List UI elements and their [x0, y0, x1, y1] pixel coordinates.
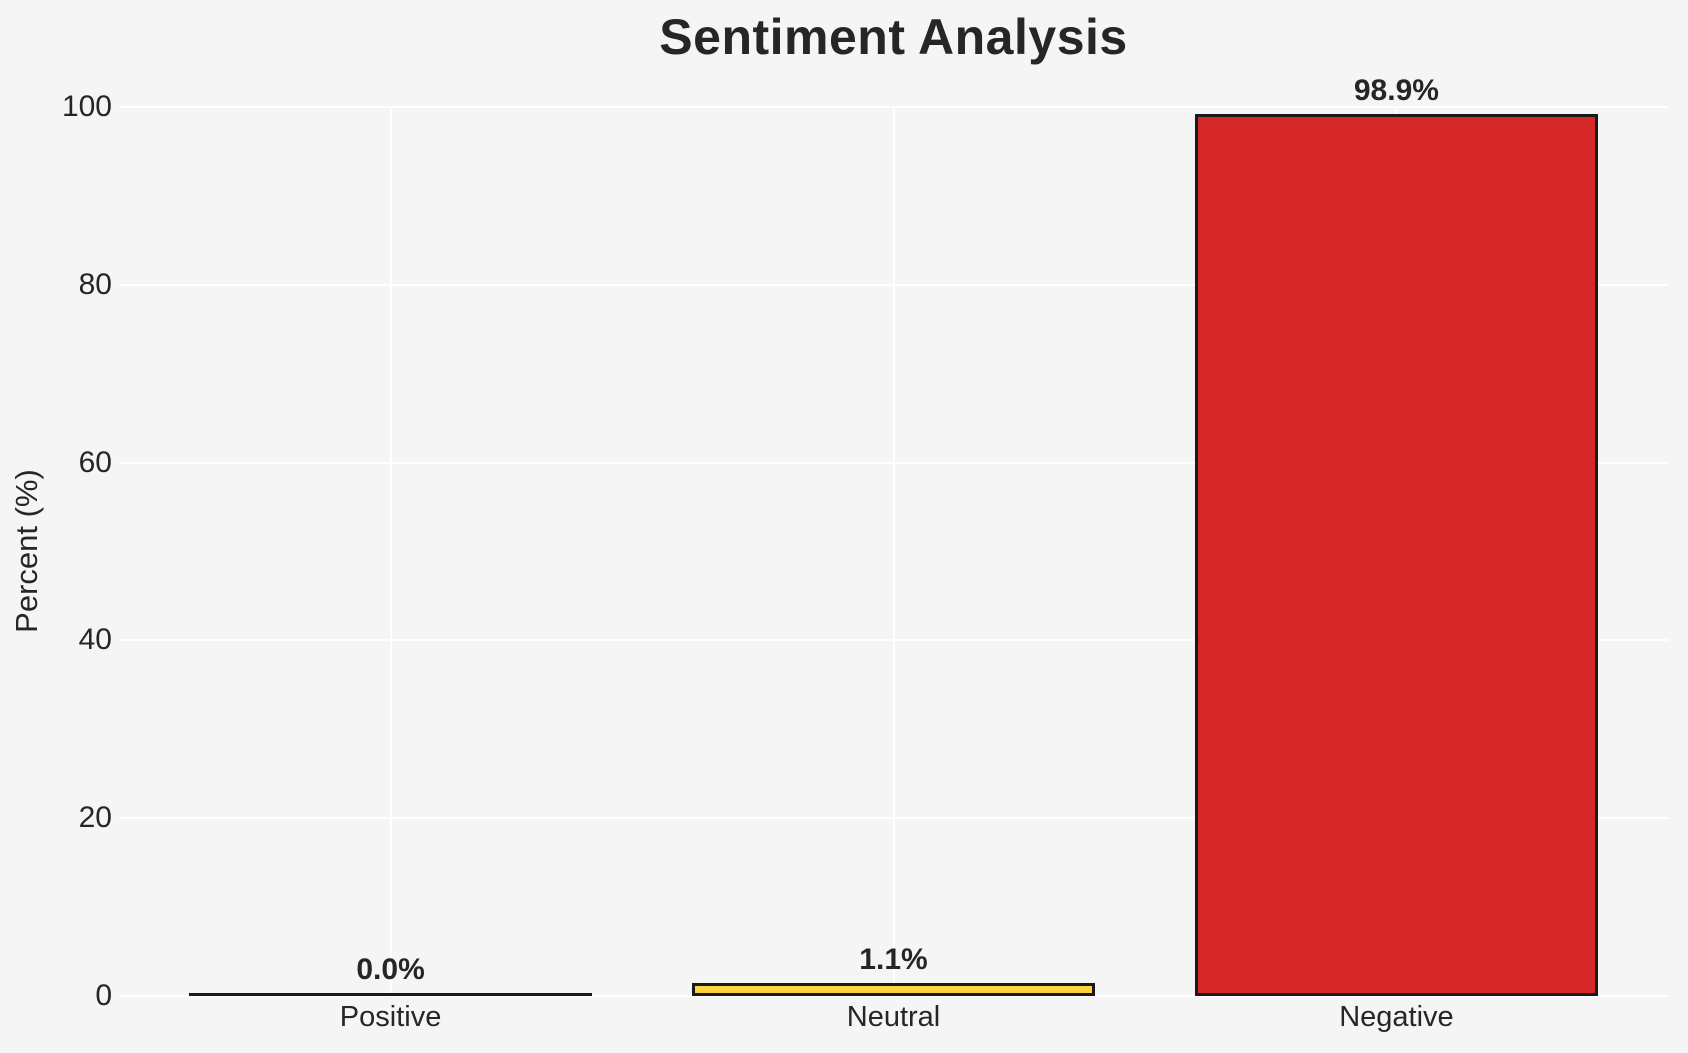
y-tick-label: 80	[78, 267, 112, 301]
bar-positive	[189, 993, 592, 996]
y-tick-label: 60	[78, 445, 112, 479]
y-tick-label: 100	[61, 90, 112, 123]
bar-negative	[1195, 114, 1598, 996]
x-gridline	[389, 107, 392, 996]
y-gridline	[119, 995, 1668, 997]
bar-neutral	[692, 983, 1095, 996]
chart-title: Sentiment Analysis	[659, 9, 1128, 65]
value-label-neutral: 1.1%	[859, 943, 928, 976]
value-label-negative: 98.9%	[1353, 74, 1439, 107]
x-tick-label-neutral: Neutral	[846, 1001, 941, 1033]
y-tick-label: 40	[78, 623, 112, 657]
x-tick-label-positive: Positive	[339, 1001, 442, 1033]
value-label-positive: 0.0%	[356, 953, 425, 986]
y-tick-label: 20	[78, 801, 112, 835]
y-axis-label: Percent (%)	[9, 469, 44, 633]
y-tick-label: 0	[95, 979, 112, 1012]
x-tick-label-negative: Negative	[1339, 1001, 1454, 1033]
x-gridline	[892, 107, 895, 996]
